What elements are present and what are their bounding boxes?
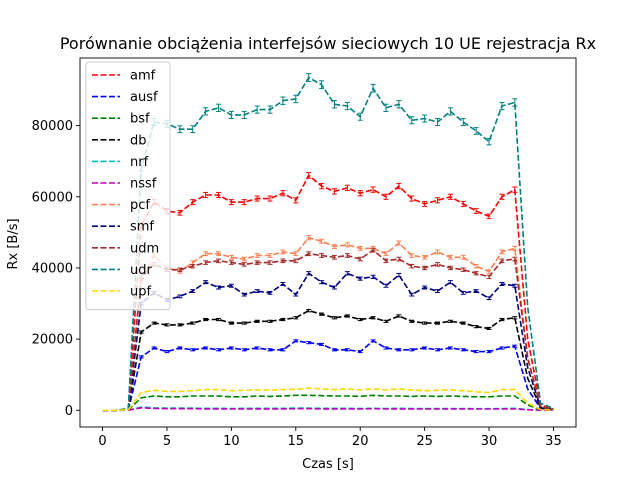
x-tick-label: 20	[352, 434, 369, 449]
y-tick-label: 0	[65, 404, 73, 419]
y-axis-title: Rx [B/s]	[6, 218, 21, 269]
series-line-amf	[102, 174, 554, 412]
axes: 0 5 10 15 20 25 30 35 0 20000 40000 60000 80000	[32, 57, 577, 449]
series-line-db	[102, 309, 554, 412]
x-tick-label: 5	[163, 434, 171, 449]
x-tick-label: 15	[288, 434, 305, 449]
legend-box	[85, 61, 171, 311]
y-tick-label: 80000	[32, 119, 73, 134]
y-tick-label: 40000	[32, 261, 73, 276]
x-tick-label: 30	[481, 434, 498, 449]
series-line-bsf	[102, 394, 554, 412]
series-line-nssf	[102, 406, 554, 412]
series-line-pcf	[102, 236, 554, 412]
series-line-udm	[102, 249, 554, 412]
legend-label-bsf: bsf	[130, 112, 150, 127]
legend-label-ausf: ausf	[130, 90, 158, 105]
legend: amf ausf bsf db nrf nssf pcf smf udm udr upf	[85, 61, 171, 311]
chart-title: Porównanie obciążenia interfejsów siecio…	[60, 34, 596, 53]
plot-frame	[79, 57, 577, 428]
legend-label-smf: smf	[130, 220, 154, 235]
series-line-udr	[102, 76, 554, 412]
legend-label-udm: udm	[130, 241, 159, 256]
legend-label-upf: upf	[130, 285, 151, 300]
legend-label-amf: amf	[130, 69, 156, 84]
y-tick-label: 20000	[32, 333, 73, 348]
x-tick-label: 0	[98, 434, 106, 449]
y-tick-label: 60000	[32, 190, 73, 205]
legend-label-nrf: nrf	[130, 155, 149, 170]
series-line-upf	[102, 387, 554, 412]
legend-label-nssf: nssf	[130, 177, 157, 192]
x-tick-label: 25	[416, 434, 433, 449]
x-tick-label: 10	[223, 434, 240, 449]
legend-label-udr: udr	[130, 263, 152, 278]
legend-label-db: db	[130, 133, 147, 148]
x-axis-title: Czas [s]	[302, 457, 354, 472]
x-tick-label: 35	[545, 434, 562, 449]
legend-label-pcf: pcf	[130, 198, 150, 213]
